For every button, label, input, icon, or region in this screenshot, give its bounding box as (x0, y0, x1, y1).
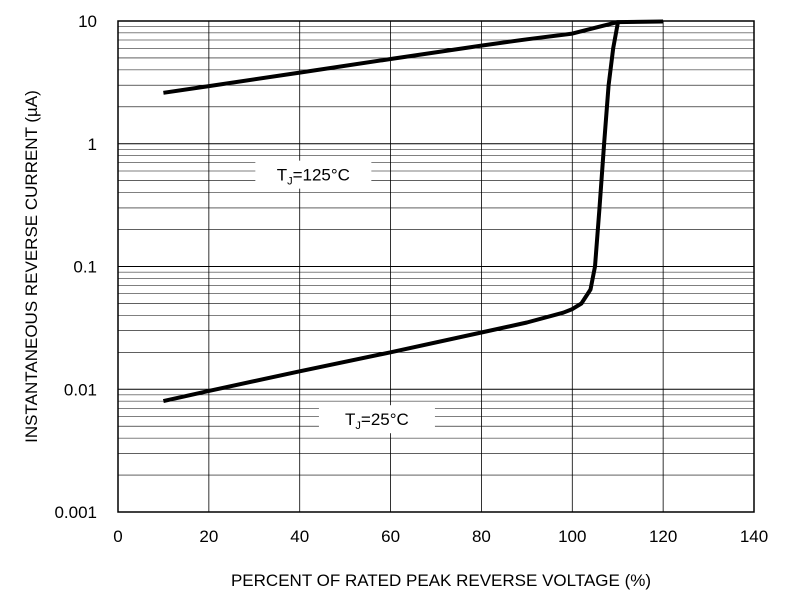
y-axis-title: INSTANTANEOUS REVERSE CURRENT (µA) (22, 90, 41, 443)
y-tick-label: 0.001 (54, 503, 97, 522)
x-tick-label: 140 (740, 527, 768, 546)
annotation-background (318, 405, 435, 434)
y-tick-label: 0.01 (64, 380, 97, 399)
series-lines (162, 19, 664, 404)
y-tick-label: 0.1 (73, 258, 97, 277)
plot-frame (117, 20, 755, 513)
x-tick-label: 60 (381, 527, 400, 546)
x-tick-label: 120 (649, 527, 677, 546)
series-line-1 (163, 19, 664, 95)
x-tick-label: 40 (290, 527, 309, 546)
x-tick-label: 100 (558, 527, 586, 546)
series-line-2 (162, 23, 620, 404)
annotation-label: TJ=125°C (277, 166, 350, 188)
annotation-background (255, 160, 372, 189)
x-tick-label: 80 (472, 527, 491, 546)
plot-grid (118, 21, 754, 512)
y-tick-label: 10 (78, 12, 97, 31)
tick-labels: 0 20 40 60 80 100 120 140 0.001 0.01 0.1 1 10 (54, 12, 768, 546)
y-tick-label: 1 (88, 135, 97, 154)
x-tick-label: 0 (113, 527, 122, 546)
annotation-label: TJ=25°C (345, 410, 409, 432)
x-axis-title: PERCENT OF RATED PEAK REVERSE VOLTAGE (%… (231, 571, 651, 590)
curve-annotations: TJ=125°C TJ=25°C (255, 160, 435, 434)
x-tick-label: 20 (199, 527, 218, 546)
